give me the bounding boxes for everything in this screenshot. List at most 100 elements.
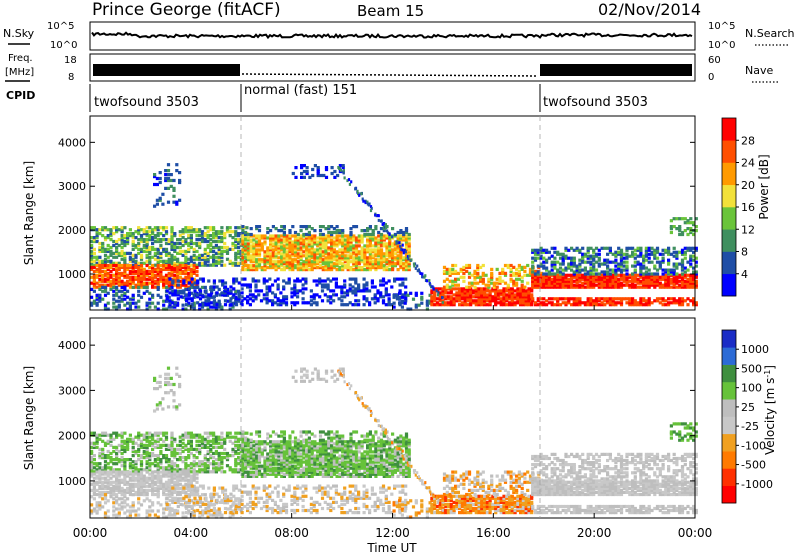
power-cell [485, 289, 489, 293]
power-cell [694, 281, 698, 285]
power-cell [332, 258, 336, 262]
power-cell [181, 236, 185, 240]
freq-band-1 [93, 64, 240, 76]
power-cell [492, 281, 496, 285]
power-cell [531, 279, 535, 283]
power-cell [589, 254, 593, 258]
velocity-cell [223, 470, 227, 474]
velocity-cell [112, 484, 116, 488]
power-cell [694, 285, 698, 289]
power-cell [109, 251, 113, 255]
velocity-cell [123, 445, 127, 449]
power-cell [692, 275, 696, 279]
power-cell [539, 254, 543, 258]
power-cell [655, 248, 660, 252]
power-cell [90, 257, 94, 261]
power-cell [195, 265, 199, 269]
power-cell [302, 262, 306, 266]
power-cell [483, 299, 487, 303]
power-cell [98, 297, 102, 301]
power-cell [313, 248, 317, 252]
power-cell [185, 299, 189, 303]
power-cell [655, 272, 660, 276]
power-cell [161, 192, 165, 196]
power-cell [120, 263, 124, 268]
power-cell [156, 281, 160, 285]
power-cell [448, 273, 452, 277]
power-cell [374, 258, 378, 262]
power-cell [581, 275, 585, 279]
power-cell [683, 217, 687, 221]
power-cell [363, 258, 367, 262]
power-cell [159, 267, 163, 271]
power-cell [644, 248, 648, 252]
power-cell [343, 256, 347, 260]
power-cell [282, 299, 286, 303]
power-cell [694, 264, 698, 268]
velocity-cell [145, 435, 149, 439]
velocity-cell [106, 433, 110, 437]
power-cell [614, 254, 618, 258]
power-cell [305, 238, 309, 242]
power-cell [502, 293, 506, 297]
power-cell [556, 250, 560, 254]
power-cell [192, 277, 196, 281]
power-cell [567, 297, 571, 301]
power-cell [414, 266, 417, 270]
velocity-cell [173, 437, 177, 441]
velocity-cell [181, 460, 185, 464]
velocity-cell [103, 470, 108, 474]
power-cell [214, 239, 218, 244]
power-cell [494, 289, 498, 293]
power-cell [285, 260, 289, 264]
power-cell [625, 272, 629, 276]
power-cell [128, 271, 132, 275]
power-cell [103, 236, 108, 240]
power-cell [153, 285, 157, 289]
power-cell [404, 248, 409, 252]
power-cell [647, 279, 651, 283]
power-cell [106, 273, 110, 277]
power-cell [567, 279, 571, 283]
power-cell [170, 277, 174, 281]
power-cell [672, 246, 676, 250]
power-cell [192, 247, 196, 251]
power-cell [545, 258, 549, 262]
power-cell [396, 268, 400, 272]
power-cell [299, 254, 303, 258]
power-cell [483, 301, 487, 305]
power-cell [257, 279, 261, 283]
power-cell [349, 236, 353, 240]
power-cell [293, 254, 298, 258]
power-cell [173, 245, 177, 250]
power-cell [123, 271, 127, 275]
power-cell [330, 262, 334, 266]
velocity-cell [117, 458, 121, 462]
power-cell [661, 258, 665, 262]
power-cell [583, 252, 587, 256]
velocity-cell [101, 484, 105, 488]
velocity-cell [98, 480, 102, 484]
power-cell [633, 268, 637, 272]
power-cell [650, 281, 654, 285]
velocity-cell [103, 454, 108, 458]
power-cell [223, 232, 227, 236]
velocity-cell [159, 449, 163, 454]
power-cell [98, 269, 102, 273]
power-cell [570, 297, 574, 301]
power-cell [692, 232, 696, 237]
power-cell [603, 281, 607, 285]
power-cell [123, 303, 127, 307]
power-cell [694, 303, 698, 307]
power-cell [476, 263, 480, 268]
power-cell [680, 272, 685, 276]
power-cell [178, 241, 182, 246]
power-cell [614, 303, 618, 307]
power-cell [139, 285, 144, 289]
power-cell [300, 171, 304, 176]
velocity-cell [126, 439, 130, 443]
power-cell [352, 268, 356, 272]
power-cell [636, 260, 640, 264]
power-cell [547, 270, 551, 274]
power-cell [575, 281, 579, 285]
